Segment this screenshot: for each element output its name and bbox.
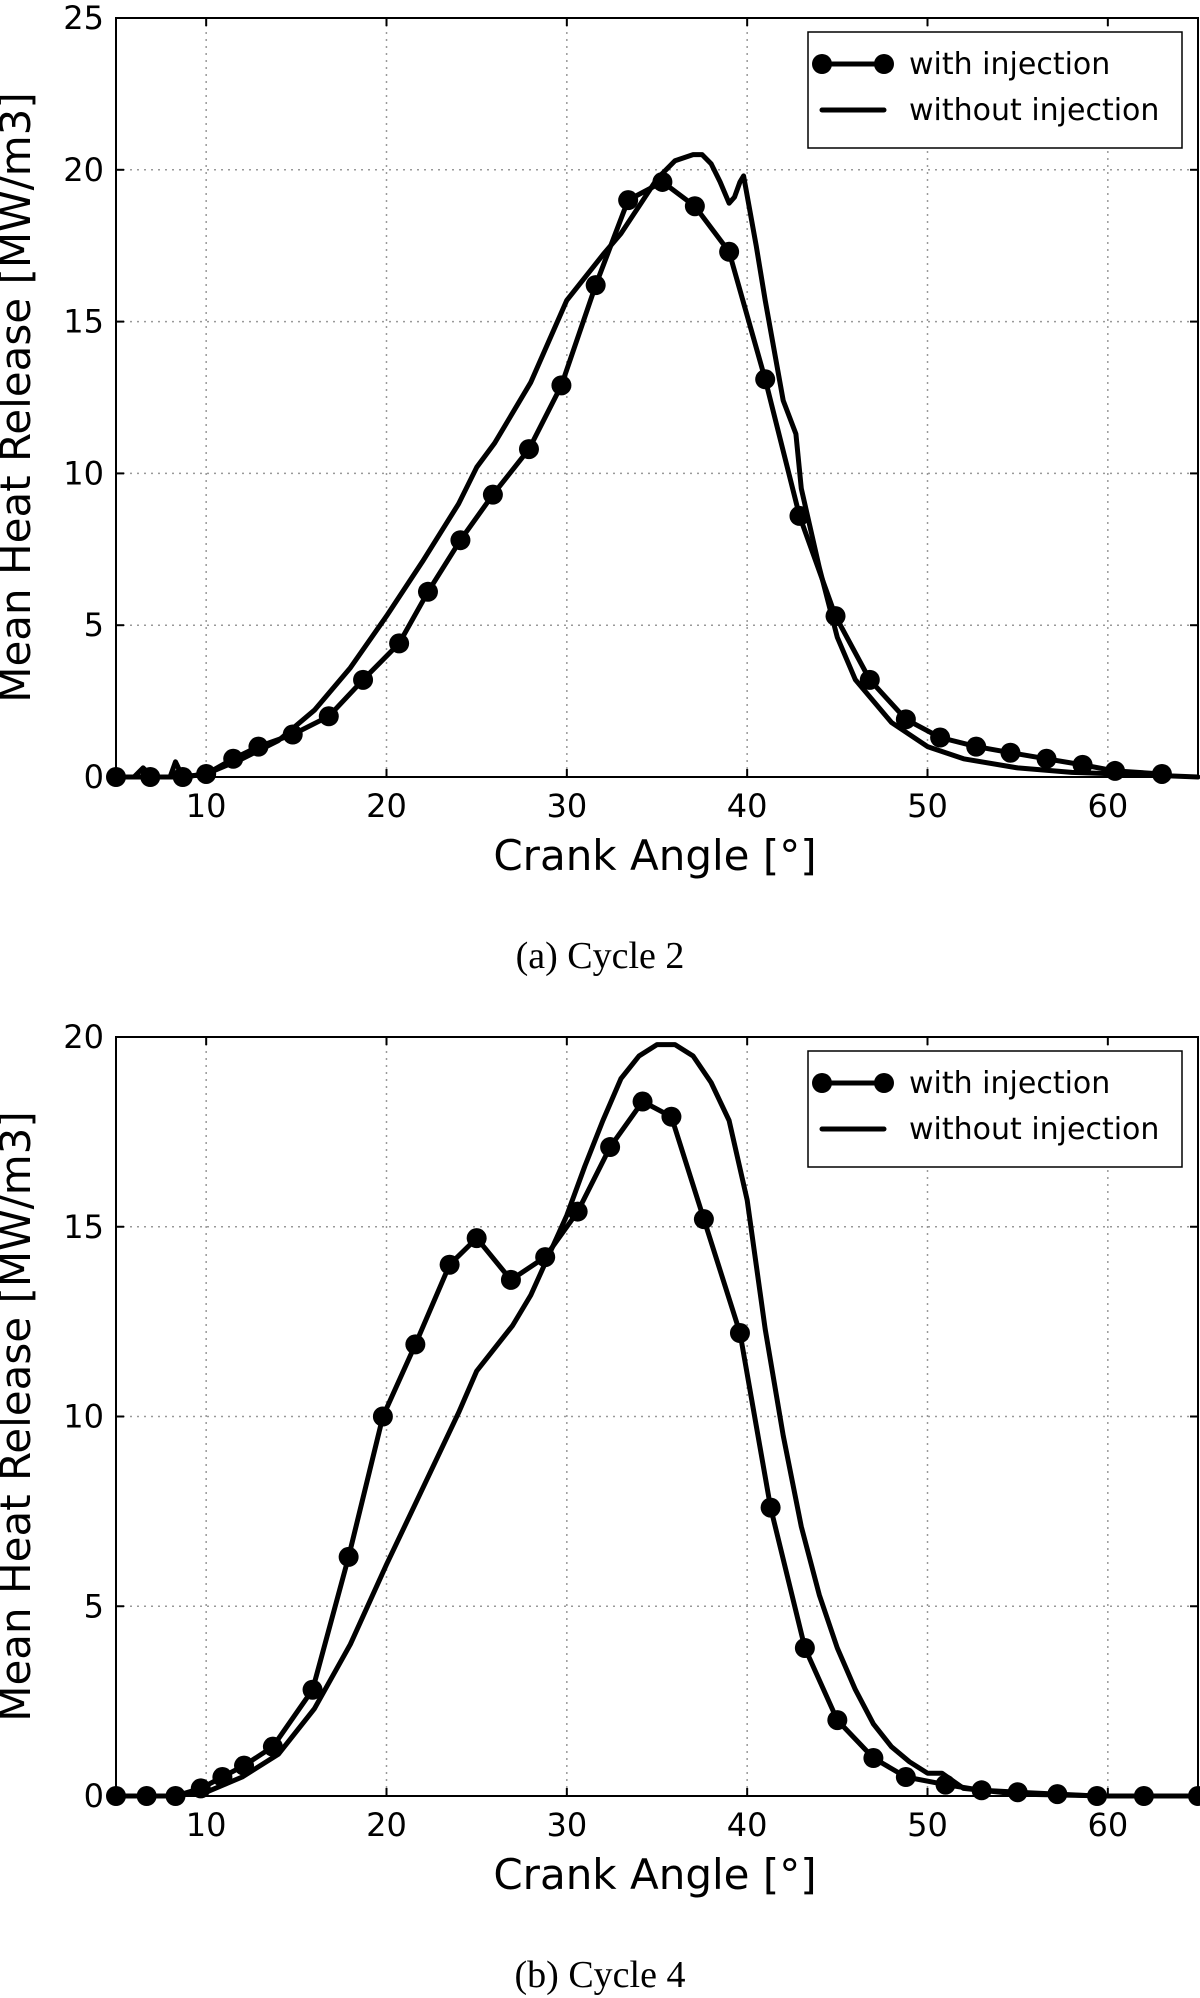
data-point-with-injection xyxy=(859,669,880,690)
x-tick-label: 20 xyxy=(366,1806,407,1844)
data-point-with-injection xyxy=(585,275,606,296)
y-tick-label: 10 xyxy=(63,454,104,492)
data-point-with-injection xyxy=(417,581,438,602)
data-point-with-injection xyxy=(600,1137,621,1158)
data-point-with-injection xyxy=(661,1106,682,1127)
series-line-without-injection xyxy=(113,1042,1200,1799)
data-point-with-injection xyxy=(755,369,776,390)
data-point-with-injection xyxy=(1072,754,1093,775)
x-tick-label: 40 xyxy=(727,787,768,825)
data-point-with-injection xyxy=(863,1748,884,1769)
data-point-with-injection xyxy=(632,1091,653,1112)
y-tick-label: 20 xyxy=(63,151,104,189)
legend-marker xyxy=(874,1073,894,1093)
data-point-with-injection xyxy=(930,727,951,748)
x-tick-label: 40 xyxy=(727,1806,768,1844)
y-tick-label: 0 xyxy=(84,758,104,796)
legend-marker xyxy=(874,54,894,74)
data-point-with-injection xyxy=(466,1228,487,1249)
data-point-with-injection xyxy=(338,1546,359,1567)
y-tick-label: 5 xyxy=(84,1587,104,1625)
y-tick-label: 10 xyxy=(63,1398,104,1436)
legend-marker xyxy=(812,1073,832,1093)
x-tick-label: 30 xyxy=(546,1806,587,1844)
y-axis-label: Mean Heat Release [MW/m3] xyxy=(0,92,40,703)
x-tick-label: 50 xyxy=(907,787,948,825)
data-point-with-injection xyxy=(439,1254,460,1275)
x-tick-label: 10 xyxy=(186,787,227,825)
legend-label: without injection xyxy=(909,1112,1159,1147)
chart-panel-cycle-4: 10 20 30 40 50 60 0 5 10 15 20 Crank Angle [°] Mean … xyxy=(0,1018,1200,1996)
chart-panel-cycle-2: 10 20 30 40 50 60 0 5 10 15 20 25 Crank Angle [°] Mea… xyxy=(0,0,1200,977)
x-axis-label: Crank Angle [°] xyxy=(493,1850,816,1899)
data-point-with-injection xyxy=(405,1334,426,1355)
data-point-with-injection xyxy=(551,375,572,396)
figure-caption: (b) Cycle 4 xyxy=(515,1954,686,1996)
data-point-with-injection xyxy=(729,1323,750,1344)
legend-label: without injection xyxy=(909,93,1159,128)
data-point-with-injection xyxy=(719,241,740,262)
data-point-with-injection xyxy=(482,484,503,505)
x-tick-label: 60 xyxy=(1087,1806,1128,1844)
legend-label: with injection xyxy=(909,1066,1110,1101)
data-point-with-injection xyxy=(693,1209,714,1230)
figure-caption: (a) Cycle 2 xyxy=(516,935,685,977)
y-tick-label: 0 xyxy=(84,1777,104,1815)
y-axis-label: Mean Heat Release [MW/m3] xyxy=(0,1111,40,1722)
data-point-with-injection xyxy=(302,1679,323,1700)
data-point-with-injection xyxy=(684,196,705,217)
data-point-with-injection xyxy=(966,736,987,757)
y-tick-label: 15 xyxy=(63,303,104,341)
y-tick-label: 25 xyxy=(63,0,104,37)
data-point-with-injection xyxy=(618,190,639,211)
data-point-with-injection xyxy=(794,1637,815,1658)
data-point-with-injection xyxy=(318,706,339,727)
y-tick-label: 15 xyxy=(63,1208,104,1246)
data-point-with-injection xyxy=(353,669,374,690)
x-tick-label: 10 xyxy=(186,1806,227,1844)
data-point-with-injection xyxy=(1000,742,1021,763)
x-tick-label: 20 xyxy=(366,787,407,825)
series-line-with-injection xyxy=(113,179,1165,780)
data-point-with-injection xyxy=(389,633,410,654)
data-point-with-injection xyxy=(518,439,539,460)
x-tick-label: 50 xyxy=(907,1806,948,1844)
data-point-with-injection xyxy=(1036,748,1057,769)
legend-box xyxy=(807,31,1183,149)
data-point-with-injection xyxy=(372,1406,393,1427)
legend: with injection without injection xyxy=(807,31,1183,149)
y-tick-label: 5 xyxy=(84,606,104,644)
data-point-with-injection xyxy=(827,1710,848,1731)
legend-box xyxy=(807,1050,1183,1168)
data-point-with-injection xyxy=(450,530,471,551)
plot-frame xyxy=(115,17,1199,778)
data-point-with-injection xyxy=(895,709,916,730)
data-point-with-injection xyxy=(500,1269,521,1290)
legend: with injection without injection xyxy=(807,1050,1183,1168)
legend-marker xyxy=(812,54,832,74)
data-point-with-injection xyxy=(895,1767,916,1788)
x-tick-label: 30 xyxy=(546,787,587,825)
y-tick-label: 20 xyxy=(63,1018,104,1056)
data-point-with-injection xyxy=(760,1497,781,1518)
x-axis-label: Crank Angle [°] xyxy=(493,831,816,880)
series-line-without-injection xyxy=(113,152,1200,780)
x-tick-label: 60 xyxy=(1087,787,1128,825)
series-line-with-injection xyxy=(113,1099,1200,1799)
legend-label: with injection xyxy=(909,47,1110,82)
